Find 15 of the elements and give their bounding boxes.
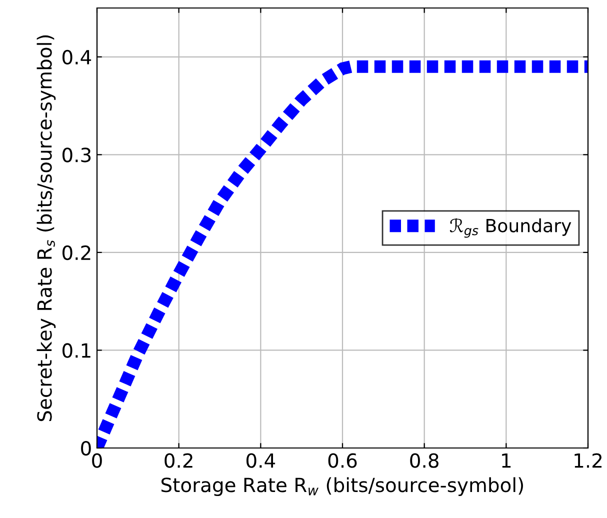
y-tick-label: 0.2 <box>62 245 90 260</box>
y-tick-label: 0.4 <box>62 50 92 65</box>
y-axis-title: Secret-key Rate R$_{s}$ (bits/source-symbol) <box>36 35 56 422</box>
x-axis-title: Storage Rate R$_{w}$ (bits/source-symbol) <box>161 477 523 496</box>
x-tick-label: 0.6 <box>328 453 357 468</box>
x-tick-label: 0.8 <box>410 453 438 468</box>
x-tick-label: 1.2 <box>574 453 602 468</box>
x-tick-label: 1 <box>502 453 511 468</box>
y-tick-label: 0.1 <box>62 343 90 358</box>
x-tick-label: 0.2 <box>164 453 192 468</box>
x-tick-label: 0 <box>92 453 102 468</box>
legend-label: ℛ$_{gs}$ Boundary <box>450 218 572 238</box>
y-tick-label: 0.3 <box>62 148 91 162</box>
y-tick-label: 0 <box>81 440 91 456</box>
x-tick-label: 0.4 <box>246 453 276 468</box>
